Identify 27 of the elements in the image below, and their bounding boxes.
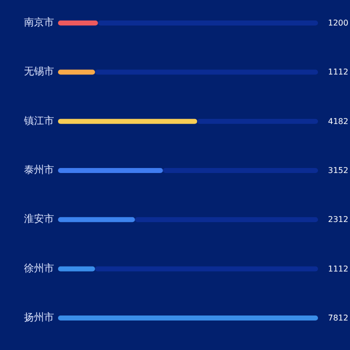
data-label: 3152 <box>328 166 348 175</box>
y-tick-label: 南京市 <box>24 16 54 28</box>
bar <box>197 118 318 124</box>
bar <box>58 316 318 320</box>
y-tick-label: 淮安市 <box>24 213 54 226</box>
y-tick-label: 扬州市 <box>24 312 54 324</box>
y-tick-label: 无锡市 <box>24 66 54 78</box>
bar <box>58 217 135 222</box>
bar <box>95 266 318 272</box>
bar <box>98 20 318 26</box>
bar <box>58 70 96 75</box>
y-tick-label: 徐州市 <box>24 262 54 274</box>
data-label: 4182 <box>328 116 348 126</box>
data-label: 1200 <box>328 18 348 28</box>
bar <box>58 118 198 124</box>
bar <box>58 266 96 272</box>
y-tick-label: 镇江市 <box>23 114 54 127</box>
y-tick-label: 泰州市 <box>24 164 54 176</box>
data-label: 7812 <box>328 314 348 322</box>
bar <box>58 20 98 26</box>
bar <box>162 168 318 173</box>
bar <box>58 168 163 173</box>
data-label: 2312 <box>328 215 348 224</box>
data-label: 1112 <box>328 264 348 274</box>
bar <box>134 217 318 222</box>
bar <box>95 70 318 75</box>
data-label: 1112 <box>328 68 348 77</box>
